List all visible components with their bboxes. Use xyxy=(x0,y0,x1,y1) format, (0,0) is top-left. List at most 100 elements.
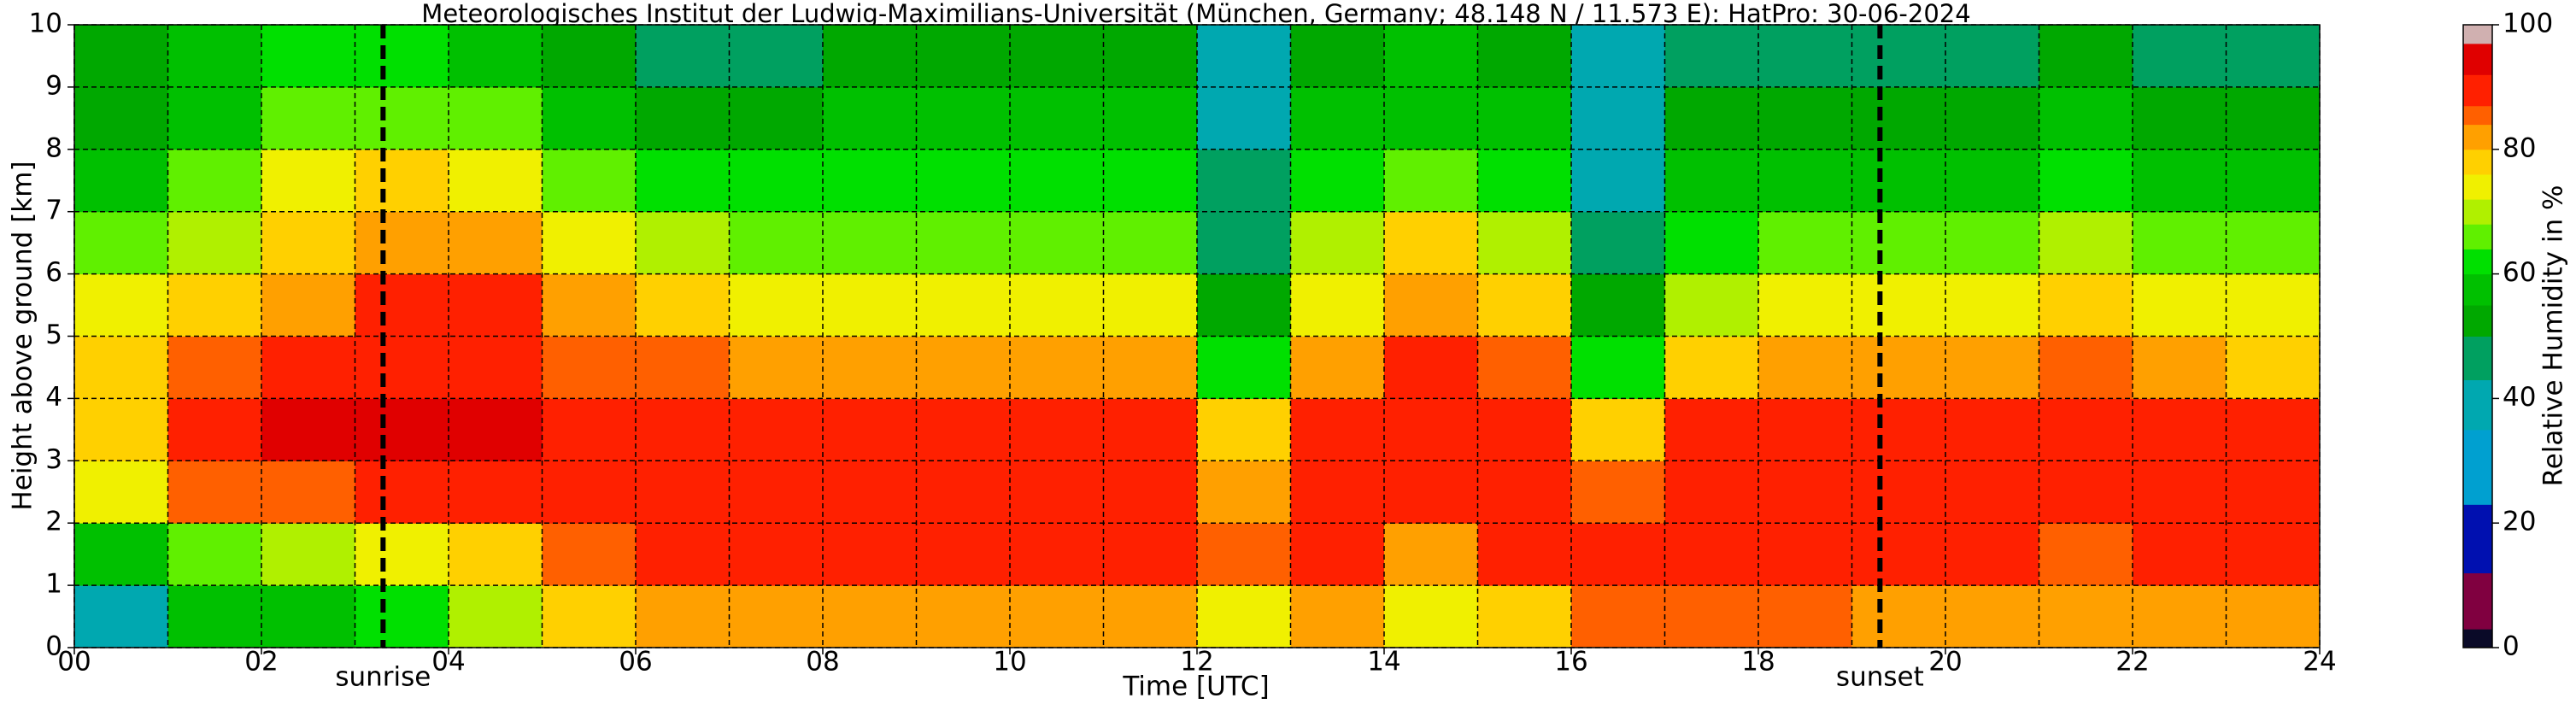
heatmap-cell xyxy=(355,149,449,213)
x-axis-label: Time [UTC] xyxy=(1122,672,1269,702)
heatmap-cell xyxy=(1571,336,1665,399)
heatmap-cell xyxy=(1664,523,1759,586)
heatmap-cell xyxy=(1851,25,1946,88)
heatmap-cell xyxy=(823,336,917,399)
heatmap-cell xyxy=(1103,523,1198,586)
heatmap-cell xyxy=(1103,149,1198,213)
colorbar-tick-label: 60 xyxy=(2503,257,2536,288)
y-tick-label: 3 xyxy=(45,444,62,475)
annotation-label: sunset xyxy=(1836,662,1924,693)
heatmap-cell xyxy=(823,211,917,275)
heatmap-cell xyxy=(1197,523,1291,586)
heatmap-cell xyxy=(355,585,449,648)
heatmap-cell xyxy=(1851,461,1946,524)
colorbar-segment xyxy=(2463,249,2492,275)
heatmap-cell xyxy=(449,523,543,586)
x-tick-label: 16 xyxy=(1554,647,1587,678)
heatmap-cell xyxy=(2226,86,2321,150)
heatmap-cell xyxy=(1010,585,1104,648)
heatmap-cell xyxy=(1010,86,1104,150)
heatmap-cell xyxy=(2226,398,2321,461)
heatmap-cell xyxy=(1664,336,1759,399)
colorbar-segment xyxy=(2463,74,2492,107)
heatmap-cell xyxy=(542,25,637,88)
heatmap-cell xyxy=(1945,336,2039,399)
heatmap-cell xyxy=(1477,149,1572,213)
heatmap-cell xyxy=(1197,86,1291,150)
chart-title: Meteorologisches Institut der Ludwig-Max… xyxy=(421,0,1970,28)
heatmap-cell xyxy=(1945,398,2039,461)
heatmap-cell xyxy=(167,149,262,213)
heatmap-cell xyxy=(2133,86,2227,150)
heatmap-cell xyxy=(636,336,730,399)
heatmap-cell xyxy=(1664,461,1759,524)
heatmap-cell xyxy=(449,273,543,337)
colorbar-tick-label: 20 xyxy=(2503,507,2536,537)
colorbar-label: Relative Humidity in % xyxy=(2538,185,2569,487)
heatmap-cell xyxy=(1664,149,1759,213)
heatmap-cell xyxy=(261,398,355,461)
heatmap-cell xyxy=(261,585,355,648)
heatmap-cell xyxy=(1851,273,1946,337)
x-tick-label: 20 xyxy=(1928,647,1962,678)
heatmap-cell xyxy=(916,398,1011,461)
heatmap-cell xyxy=(1197,211,1291,275)
heatmap-cell xyxy=(729,211,824,275)
heatmap-cell xyxy=(355,86,449,150)
heatmap-cell xyxy=(1945,585,2039,648)
heatmap-cell xyxy=(636,585,730,648)
heatmap-cell xyxy=(1103,273,1198,337)
heatmap-cell xyxy=(823,149,917,213)
heatmap-cell xyxy=(355,25,449,88)
heatmap-cell xyxy=(449,211,543,275)
heatmap-cell xyxy=(261,336,355,399)
heatmap-cell xyxy=(1010,149,1104,213)
heatmap-cell xyxy=(261,461,355,524)
heatmap-cell xyxy=(916,461,1011,524)
heatmap-cell xyxy=(729,273,824,337)
heatmap-cell xyxy=(1664,86,1759,150)
colorbar-segment xyxy=(2463,224,2492,249)
heatmap-cell xyxy=(1571,461,1665,524)
heatmap-cell xyxy=(1758,211,1852,275)
x-tick-label: 06 xyxy=(619,647,652,678)
heatmap-cell xyxy=(1945,149,2039,213)
heatmap-cell xyxy=(542,86,637,150)
heatmap-cell xyxy=(1384,149,1478,213)
x-tick-label: 02 xyxy=(244,647,278,678)
colorbar-frame xyxy=(2462,24,2493,648)
heatmap-cell xyxy=(823,273,917,337)
heatmap-cell xyxy=(1103,211,1198,275)
heatmap-cell xyxy=(1851,336,1946,399)
heatmap-cell xyxy=(636,86,730,150)
heatmap-cell xyxy=(1010,25,1104,88)
heatmap-cell xyxy=(729,585,824,648)
heatmap-cell xyxy=(449,585,543,648)
heatmap-cell xyxy=(1290,149,1385,213)
x-tick-label: 04 xyxy=(431,647,465,678)
heatmap-cell xyxy=(1197,273,1291,337)
heatmap-cell xyxy=(542,149,637,213)
heatmap-cell xyxy=(1571,86,1665,150)
heatmap-cell xyxy=(74,336,168,399)
colorbar-segment xyxy=(2463,273,2492,306)
heatmap-cell xyxy=(1384,336,1478,399)
heatmap-cell xyxy=(1758,461,1852,524)
heatmap-cell xyxy=(2039,336,2133,399)
heatmap-cell xyxy=(74,211,168,275)
heatmap-cell xyxy=(261,211,355,275)
y-tick-label: 10 xyxy=(29,9,62,39)
heatmap-cell xyxy=(1571,25,1665,88)
heatmap-cell xyxy=(355,273,449,337)
colorbar-tick-label: 0 xyxy=(2503,631,2520,662)
heatmap-cell xyxy=(2226,273,2321,337)
heatmap-cell xyxy=(916,523,1011,586)
heatmap-cell xyxy=(74,585,168,648)
heatmap-cell xyxy=(1477,585,1572,648)
x-tick-label: 22 xyxy=(2115,647,2149,678)
heatmap-cell xyxy=(355,336,449,399)
heatmap-cell xyxy=(2226,25,2321,88)
heatmap-cell xyxy=(2133,336,2227,399)
heatmap-cell xyxy=(261,523,355,586)
